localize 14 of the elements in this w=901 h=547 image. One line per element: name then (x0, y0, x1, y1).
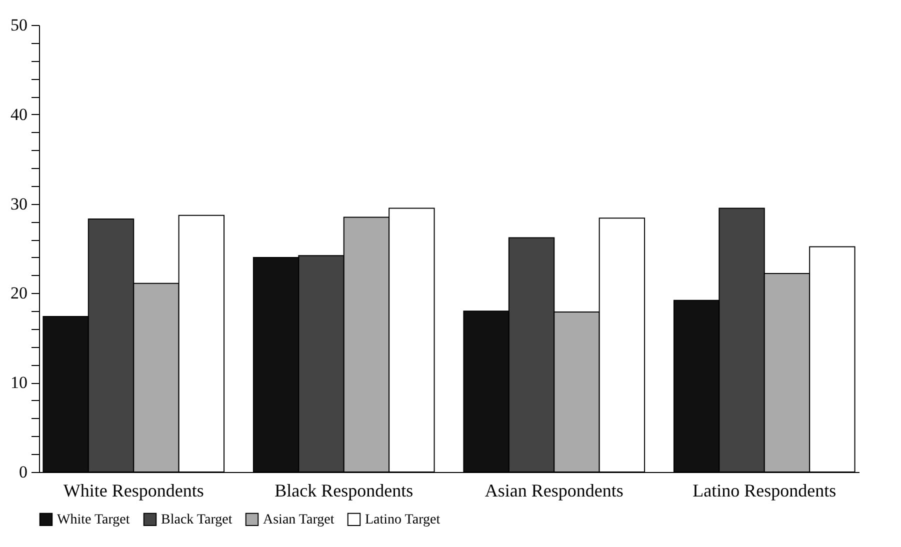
legend-label: White Target (57, 512, 130, 528)
x-tick-label: Black Respondents (274, 480, 414, 500)
y-tick-label: 50 (10, 16, 28, 34)
legend-label: Black Target (161, 512, 232, 528)
legend-label: Latino Target (365, 512, 440, 528)
y-tick-label: 30 (10, 194, 28, 214)
y-tick-label: 0 (19, 462, 28, 482)
y-tick-label: 10 (10, 373, 28, 392)
y-tick-label: 20 (10, 284, 28, 303)
x-tick-label: Latino Respondents (692, 480, 836, 500)
x-tick-label: White Respondents (63, 480, 204, 500)
y-tick-label: 40 (10, 104, 28, 124)
x-tick-label: Asian Respondents (484, 480, 624, 500)
legend-label: Asian Target (263, 512, 334, 528)
